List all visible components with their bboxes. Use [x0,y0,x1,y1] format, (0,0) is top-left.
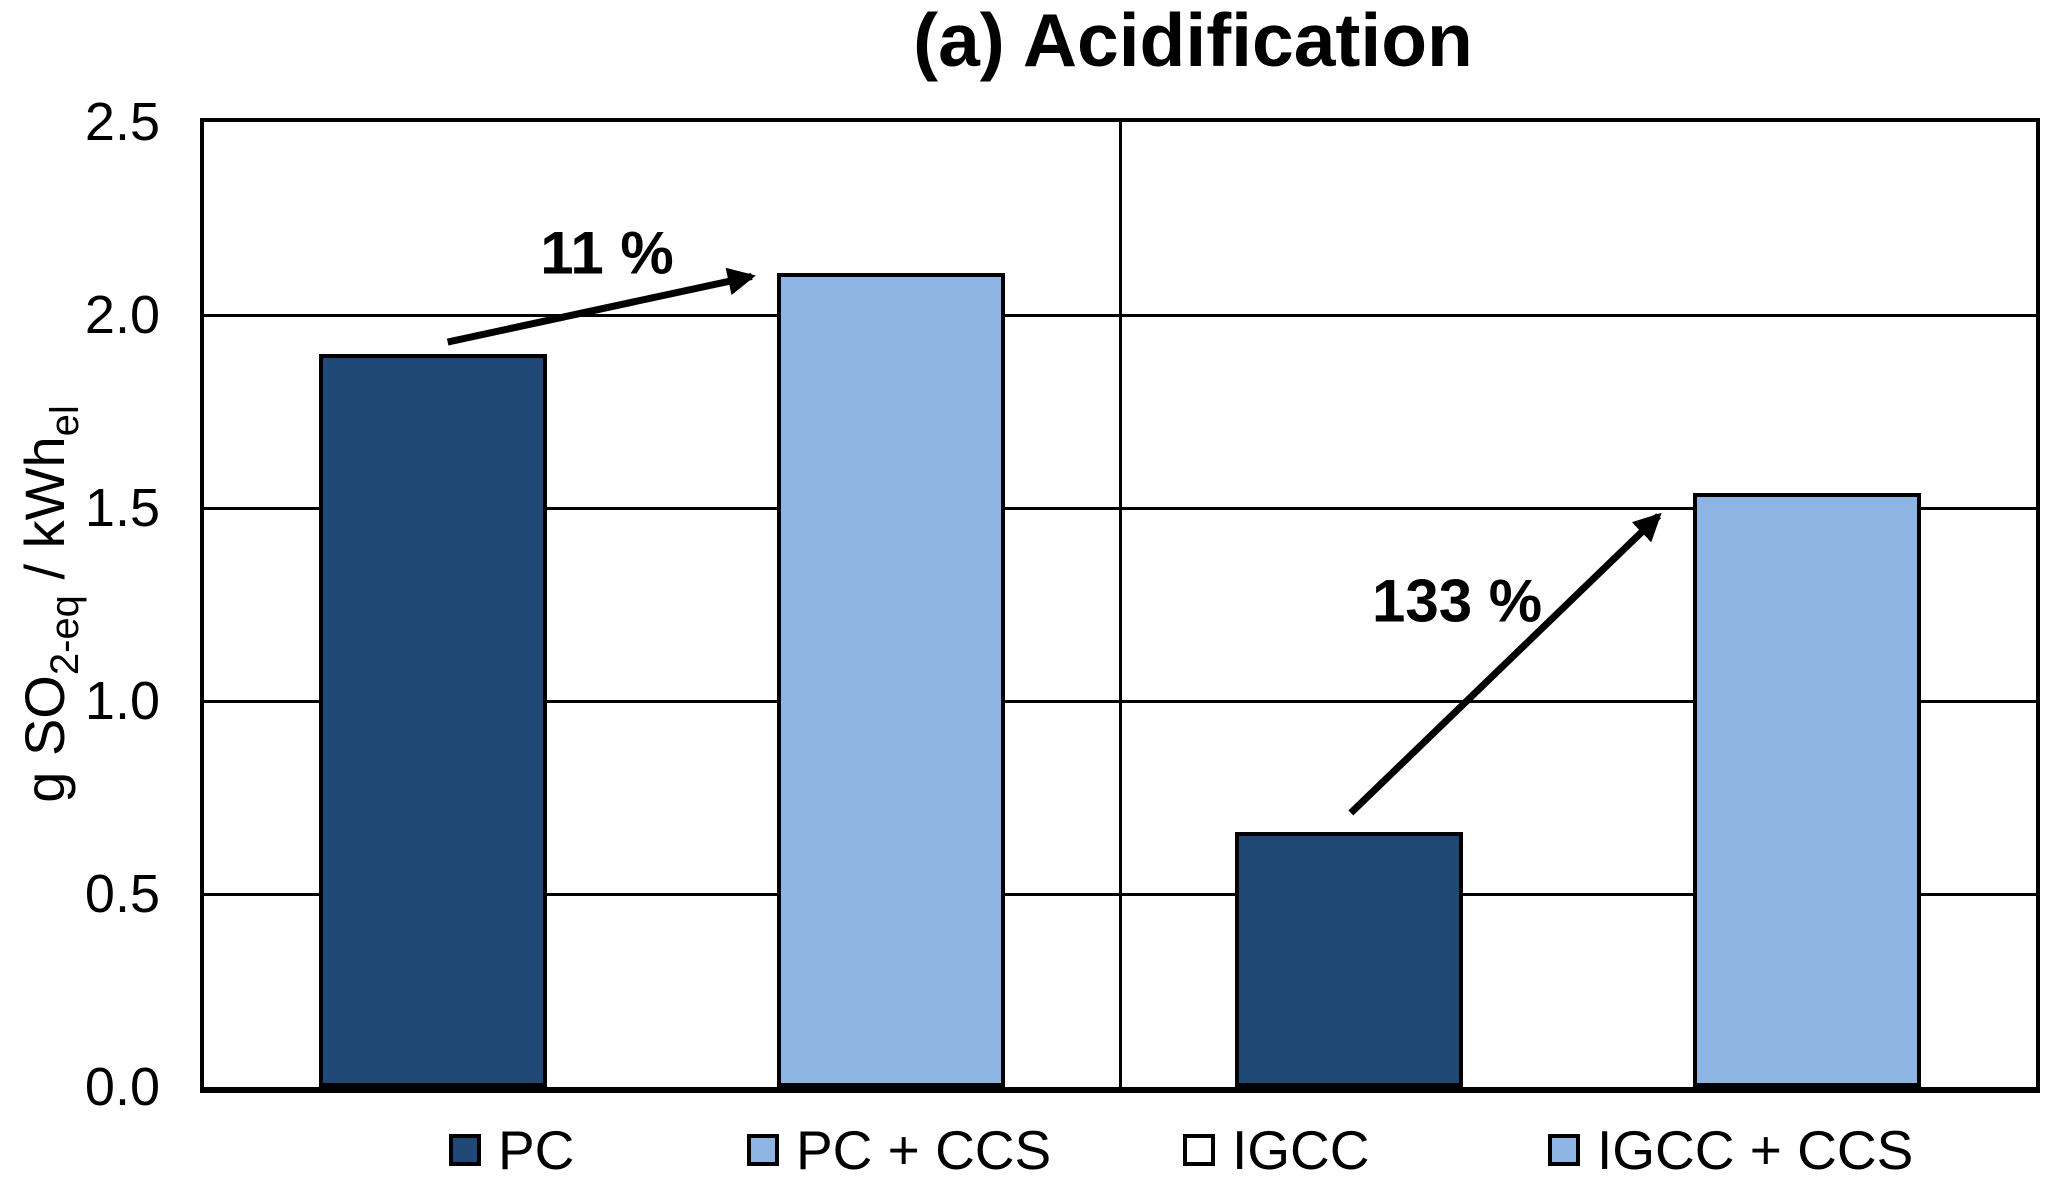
bar-igcc [1235,832,1463,1087]
percent-label-133: 133 % [1372,567,1543,635]
increase-arrow-133 [1348,512,1662,816]
increase-arrow-11 [446,267,756,346]
arrow-layer [446,267,1662,816]
legend-item-igcc: IGCC [1183,1119,1370,1181]
panel-divider [1118,122,1122,1087]
bar-igcc-ccs [1693,492,1921,1087]
gridline-layer [204,122,2036,1087]
bar-pc [319,353,547,1087]
legend-label-pc-ccs: PC + CCS [796,1119,1052,1181]
y-tick-label-1.5: 1.5 [84,478,160,538]
bar-pc-ccs [777,272,1005,1087]
legend-label-igcc-ccs: IGCC + CCS [1597,1119,1914,1181]
annotation-layer: 11 % 133 % [204,122,2036,1087]
percent-label-11: 11 % [540,219,674,287]
chart-title: (a) Acidification [913,0,1473,82]
y-tick-label-2.5: 2.5 [84,92,160,152]
plot-area: 11 % 133 % [200,118,2040,1093]
legend-swatch-pc-ccs [747,1134,779,1166]
legend-label-pc: PC [498,1119,575,1181]
bar-layer [204,122,2036,1087]
legend-item-pc-ccs: PC + CCS [747,1119,1052,1181]
legend-label-igcc: IGCC [1232,1119,1370,1181]
legend-swatch-igcc [1183,1134,1215,1166]
y-tick-label-0.5: 0.5 [84,864,160,924]
legend-swatch-pc [449,1134,481,1166]
legend-swatch-igcc-ccs [1548,1134,1580,1166]
y-tick-label-0.0: 0.0 [84,1057,160,1117]
y-tick-label-2.0: 2.0 [84,285,160,345]
legend-item-igcc-ccs: IGCC + CCS [1548,1119,1914,1181]
y-tick-label-1.0: 1.0 [84,671,160,731]
legend-item-pc: PC [449,1119,575,1181]
